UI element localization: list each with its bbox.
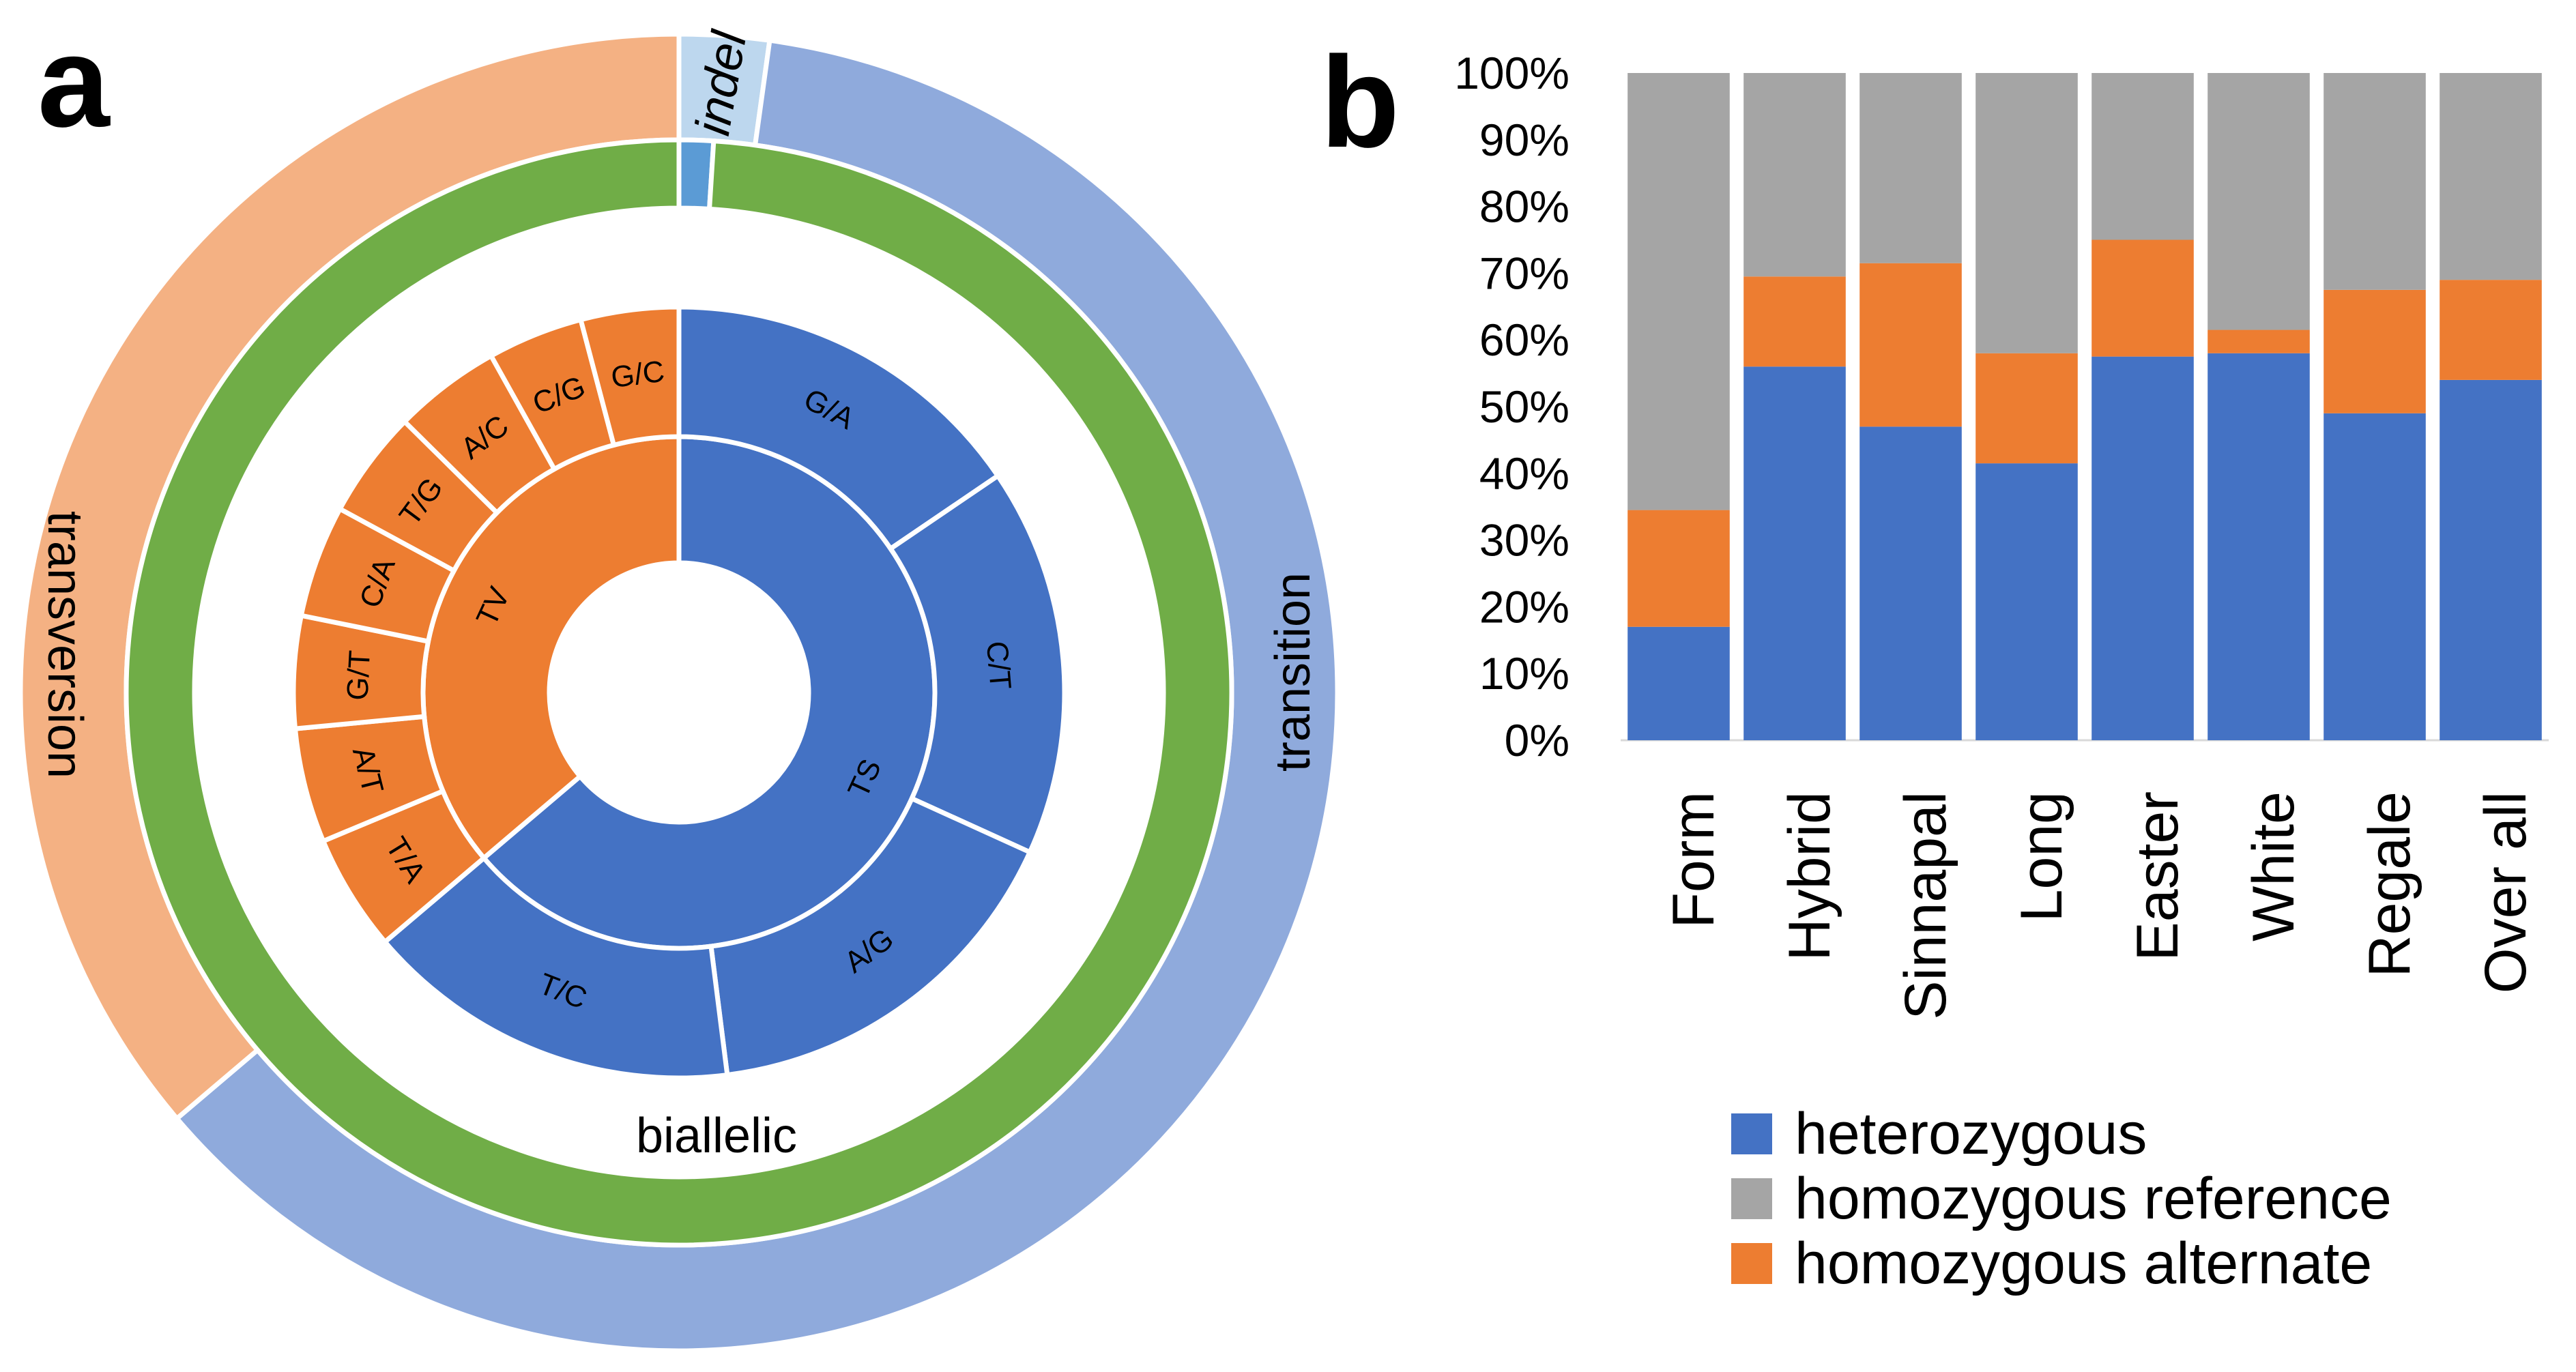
bar-form-homozygous-alternate bbox=[1627, 510, 1730, 627]
bar-long-homozygous-alternate bbox=[1976, 353, 2078, 464]
y-tick-label: 20% bbox=[1479, 581, 1569, 632]
legend-swatch-heterozygous bbox=[1731, 1113, 1772, 1154]
legend-label-homozygous-reference: homozygous reference bbox=[1795, 1166, 2392, 1231]
slice-middle-biallelic bbox=[124, 137, 1234, 1248]
bar-over-all-homozygous-alternate bbox=[2440, 280, 2542, 380]
x-tick-label-sinnapal: Sinnapal bbox=[1893, 791, 1958, 1020]
bar-white-heterozygous bbox=[2208, 353, 2310, 740]
bar-form-homozygous-reference bbox=[1627, 73, 1730, 510]
slice-substitution-t-c bbox=[381, 854, 730, 1081]
bar-regale-homozygous-reference bbox=[2324, 73, 2426, 290]
bar-long-heterozygous bbox=[1976, 463, 2078, 740]
y-tick-label: 70% bbox=[1479, 248, 1569, 298]
y-tick-label: 90% bbox=[1479, 115, 1569, 165]
slice-label-middle-biallelic: biallelic bbox=[636, 1109, 797, 1163]
y-tick-label: 80% bbox=[1479, 181, 1569, 232]
slice-substitution-g-c bbox=[577, 304, 682, 448]
x-tick-label-regale: Regale bbox=[2357, 791, 2422, 978]
x-tick-label-easter: Easter bbox=[2125, 791, 2190, 961]
y-tick-label: 100% bbox=[1454, 48, 1569, 98]
bar-hybrid-heterozygous bbox=[1743, 366, 1846, 740]
x-tick-label-hybrid: Hybrid bbox=[1777, 791, 1842, 961]
bar-regale-heterozygous bbox=[2324, 413, 2426, 740]
legend-swatch-homozygous-alternate bbox=[1731, 1243, 1772, 1284]
bar-form-heterozygous bbox=[1627, 626, 1730, 740]
x-tick-label-long: Long bbox=[2009, 791, 2074, 922]
bar-easter-heterozygous bbox=[2092, 356, 2194, 740]
slice-label-outer-transition: transition bbox=[1266, 572, 1320, 772]
stacked-bar-chart: 0% 10% 20% 30% 40% 50% 60% 70% 80% 90% 100% Form Hyb… bbox=[1454, 48, 2549, 1296]
bar-white-homozygous-alternate bbox=[2208, 330, 2310, 353]
bar-regale-homozygous-alternate bbox=[2324, 289, 2426, 413]
y-tick-label: 50% bbox=[1479, 381, 1569, 432]
x-tick-label-form: Form bbox=[1661, 791, 1726, 929]
slice-substitution-c-t bbox=[887, 472, 1067, 856]
y-tick-label: 0% bbox=[1505, 715, 1569, 765]
legend-swatch-homozygous-reference bbox=[1731, 1178, 1772, 1219]
panel-label-b: b bbox=[1320, 30, 1400, 175]
legend-label-homozygous-alternate: homozygous alternate bbox=[1795, 1231, 2372, 1296]
slice-substitution-a-g bbox=[708, 795, 1033, 1078]
bar-sinnapal-heterozygous bbox=[1859, 426, 1962, 740]
slice-label-substitution-g-c: G/C bbox=[609, 355, 667, 395]
panel-label-a: a bbox=[38, 10, 111, 154]
y-tick-label: 40% bbox=[1479, 448, 1569, 499]
bar-over-all-heterozygous bbox=[2440, 379, 2542, 740]
slice-substitution-g-a bbox=[676, 304, 1002, 553]
sunburst-center-hole bbox=[549, 563, 809, 822]
bar-long-homozygous-reference bbox=[1976, 73, 2078, 353]
bar-hybrid-homozygous-alternate bbox=[1743, 276, 1846, 367]
bar-over-all-homozygous-reference bbox=[2440, 73, 2542, 280]
bar-easter-homozygous-alternate bbox=[2092, 239, 2194, 357]
legend-label-heterozygous: heterozygous bbox=[1795, 1101, 2147, 1167]
y-tick-label: 10% bbox=[1479, 648, 1569, 699]
slice-label-outer-transversion: transversion bbox=[38, 511, 92, 778]
bar-sinnapal-homozygous-alternate bbox=[1859, 263, 1962, 427]
slice-label-substitution-g-t: G/T bbox=[341, 649, 377, 701]
bar-easter-homozygous-reference bbox=[2092, 73, 2194, 240]
x-tick-label-white: White bbox=[2241, 791, 2306, 942]
y-tick-label: 60% bbox=[1479, 315, 1569, 365]
slice-label-substitution-c-t: C/T bbox=[980, 640, 1017, 691]
y-tick-label: 30% bbox=[1479, 515, 1569, 566]
bar-hybrid-homozygous-reference bbox=[1743, 73, 1846, 277]
x-tick-label-over-all: Over all bbox=[2473, 791, 2538, 993]
bar-sinnapal-homozygous-reference bbox=[1859, 73, 1962, 263]
sunburst-chart: indeltransitiontransversionbiallelicTSTV… bbox=[18, 26, 1340, 1354]
bar-white-homozygous-reference bbox=[2208, 73, 2310, 330]
